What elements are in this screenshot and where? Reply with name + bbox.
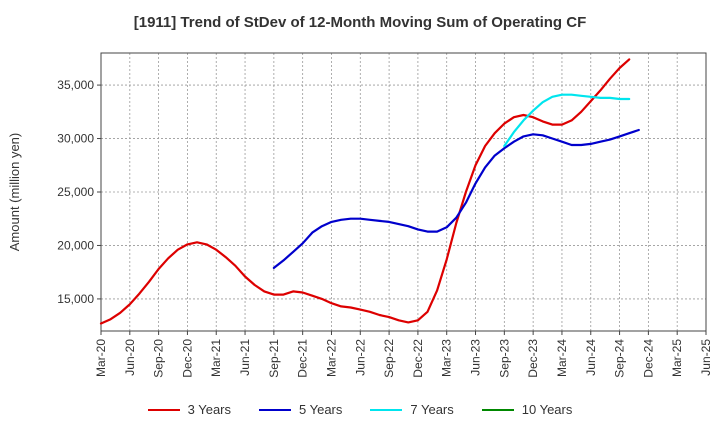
x-tick-label: Mar-21 <box>209 339 223 377</box>
x-tick-label: Sep-22 <box>382 339 396 378</box>
legend-label-3-years: 3 Years <box>187 402 231 417</box>
x-tick-label: Mar-25 <box>670 339 684 377</box>
x-tick-label: Jun-24 <box>584 339 598 376</box>
x-tick-label: Jun-25 <box>699 339 713 376</box>
x-tick-label: Dec-24 <box>641 339 655 378</box>
x-tick-label: Dec-23 <box>526 339 540 378</box>
legend-swatch-7-years <box>370 408 403 411</box>
legend-swatch-3-years <box>147 408 180 411</box>
legend-label-5-years: 5 Years <box>299 402 343 417</box>
x-tick-label: Mar-22 <box>324 339 338 377</box>
series-line-3-years <box>99 58 631 325</box>
legend-label-10-years: 10 Years <box>521 402 573 417</box>
x-tick-label: Mar-20 <box>94 339 108 377</box>
x-tick-label: Jun-22 <box>353 339 367 376</box>
y-tick-label: 25,000 <box>57 185 94 199</box>
x-tick-label: Jun-21 <box>238 339 252 376</box>
legend-label-7-years: 7 Years <box>410 402 454 417</box>
legend-swatch-10-years <box>481 408 514 411</box>
x-tick-label: Sep-23 <box>497 339 511 378</box>
legend-item-7-years: 7 Years <box>370 402 454 417</box>
y-tick-label: 35,000 <box>57 78 94 92</box>
y-tick-label: 30,000 <box>57 132 94 146</box>
x-tick-label: Dec-20 <box>180 339 194 378</box>
y-tick-label: 15,000 <box>57 292 94 306</box>
x-tick-label: Dec-22 <box>411 339 425 378</box>
x-tick-label: Mar-23 <box>440 339 454 377</box>
y-tick-label: 20,000 <box>57 238 94 252</box>
x-tick-label: Jun-20 <box>123 339 137 376</box>
series-line-5-years <box>272 128 640 269</box>
legend-item-5-years: 5 Years <box>259 402 342 417</box>
plot-area <box>101 53 706 331</box>
x-tick-label: Dec-21 <box>296 339 310 378</box>
legend-swatch-5-years <box>259 408 291 411</box>
legend: 3 Years 5 Years 7 Years 10 Years <box>0 402 720 417</box>
chart-title: [1911] Trend of StDev of 12-Month Moving… <box>133 14 587 31</box>
x-tick-label: Sep-24 <box>613 339 627 378</box>
x-tick-label: Sep-21 <box>267 339 281 378</box>
x-tick-label: Sep-20 <box>152 339 166 378</box>
x-tick-label: Jun-23 <box>469 339 483 376</box>
y-axis-title: Amount (million yen) <box>7 133 22 252</box>
x-tick-label: Mar-24 <box>555 339 569 377</box>
series-line-7-years <box>503 93 631 148</box>
legend-item-3-years: 3 Years <box>147 402 231 417</box>
legend-item-10-years: 10 Years <box>481 402 573 417</box>
